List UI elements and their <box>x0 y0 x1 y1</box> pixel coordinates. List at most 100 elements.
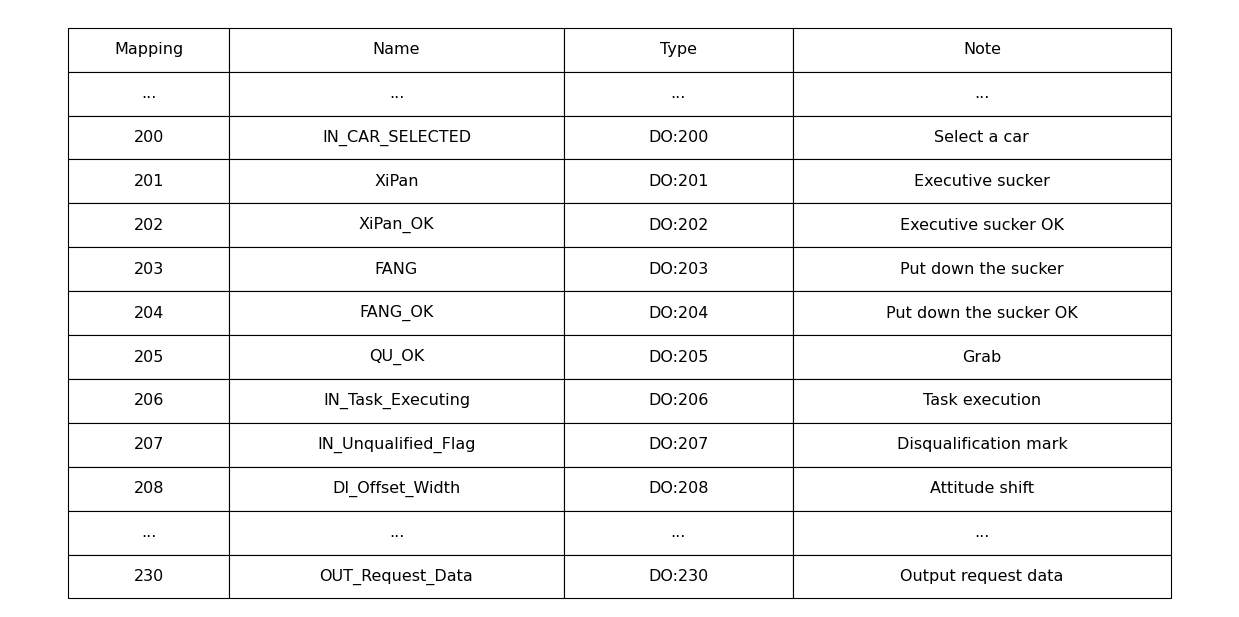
Bar <box>68 423 229 467</box>
Text: Mapping: Mapping <box>114 42 183 57</box>
Text: DO:208: DO:208 <box>648 481 709 496</box>
Text: XiPan_OK: XiPan_OK <box>358 217 435 233</box>
Bar <box>793 423 1171 467</box>
Bar <box>564 72 793 115</box>
Text: Note: Note <box>963 42 1001 57</box>
Bar <box>564 555 793 598</box>
Bar <box>793 204 1171 247</box>
Text: IN_CAR_SELECTED: IN_CAR_SELECTED <box>322 130 471 146</box>
Bar <box>68 467 229 511</box>
Bar <box>229 335 564 379</box>
Bar <box>68 511 229 555</box>
Bar <box>564 291 793 335</box>
Text: DO:202: DO:202 <box>648 218 709 233</box>
Text: OUT_Request_Data: OUT_Request_Data <box>320 568 473 585</box>
Bar <box>229 423 564 467</box>
Text: Grab: Grab <box>963 349 1001 365</box>
Text: 201: 201 <box>134 174 164 189</box>
Text: DO:230: DO:230 <box>648 569 709 584</box>
Bar <box>564 335 793 379</box>
Bar <box>793 555 1171 598</box>
Bar <box>564 379 793 423</box>
Text: Attitude shift: Attitude shift <box>929 481 1035 496</box>
Text: 208: 208 <box>134 481 164 496</box>
Text: Executive sucker: Executive sucker <box>914 174 1049 189</box>
Text: DO:204: DO:204 <box>648 305 709 321</box>
Text: Type: Type <box>660 42 696 57</box>
Bar <box>229 204 564 247</box>
Bar <box>564 423 793 467</box>
Bar <box>793 511 1171 555</box>
Bar <box>229 115 564 159</box>
Bar <box>68 72 229 115</box>
Bar <box>793 291 1171 335</box>
Bar <box>229 28 564 72</box>
Text: 230: 230 <box>134 569 164 584</box>
Bar <box>229 291 564 335</box>
Text: ...: ... <box>141 525 156 540</box>
Text: 206: 206 <box>134 394 164 408</box>
Text: 204: 204 <box>134 305 164 321</box>
Text: Disqualification mark: Disqualification mark <box>897 437 1067 452</box>
Text: ...: ... <box>141 86 156 101</box>
Bar <box>564 204 793 247</box>
Text: Put down the sucker: Put down the sucker <box>900 262 1064 277</box>
Text: QU_OK: QU_OK <box>369 349 424 365</box>
Bar <box>564 28 793 72</box>
Text: 205: 205 <box>134 349 164 365</box>
Bar <box>68 291 229 335</box>
Text: DO:200: DO:200 <box>648 130 709 145</box>
Text: ...: ... <box>670 525 686 540</box>
Text: Select a car: Select a car <box>934 130 1030 145</box>
Text: DO:203: DO:203 <box>648 262 709 277</box>
Bar <box>68 204 229 247</box>
Bar <box>793 159 1171 204</box>
Bar <box>68 555 229 598</box>
Bar <box>229 379 564 423</box>
Text: FANG: FANG <box>375 262 418 277</box>
Bar <box>229 467 564 511</box>
Bar <box>68 28 229 72</box>
Bar <box>229 247 564 291</box>
Text: 200: 200 <box>134 130 164 145</box>
Bar <box>564 467 793 511</box>
Bar <box>68 379 229 423</box>
Text: DO:207: DO:207 <box>648 437 709 452</box>
Text: ...: ... <box>974 525 990 540</box>
Bar <box>564 511 793 555</box>
Bar <box>229 555 564 598</box>
Text: 203: 203 <box>134 262 164 277</box>
Bar <box>68 247 229 291</box>
Text: XiPan: XiPan <box>374 174 419 189</box>
Bar <box>68 335 229 379</box>
Bar <box>564 247 793 291</box>
Text: ...: ... <box>974 86 990 101</box>
Bar <box>793 115 1171 159</box>
Text: ...: ... <box>670 86 686 101</box>
Text: Output request data: Output request data <box>901 569 1063 584</box>
Text: Name: Name <box>373 42 420 57</box>
Bar <box>564 115 793 159</box>
Text: Put down the sucker OK: Put down the sucker OK <box>886 305 1078 321</box>
Bar <box>793 467 1171 511</box>
Bar <box>68 115 229 159</box>
Bar <box>793 28 1171 72</box>
Text: ...: ... <box>389 86 404 101</box>
Text: DO:201: DO:201 <box>648 174 709 189</box>
Text: Executive sucker OK: Executive sucker OK <box>900 218 1064 233</box>
Bar <box>793 335 1171 379</box>
Text: DO:205: DO:205 <box>648 349 709 365</box>
Text: DO:206: DO:206 <box>648 394 709 408</box>
Bar <box>793 72 1171 115</box>
Text: FANG_OK: FANG_OK <box>359 305 434 321</box>
Text: Task execution: Task execution <box>923 394 1041 408</box>
Bar <box>229 72 564 115</box>
Text: IN_Task_Executing: IN_Task_Executing <box>323 393 470 409</box>
Bar <box>793 379 1171 423</box>
Bar <box>68 159 229 204</box>
Bar <box>564 159 793 204</box>
Text: 202: 202 <box>134 218 164 233</box>
Text: DI_Offset_Width: DI_Offset_Width <box>332 481 461 497</box>
Text: 207: 207 <box>134 437 164 452</box>
Bar <box>793 247 1171 291</box>
